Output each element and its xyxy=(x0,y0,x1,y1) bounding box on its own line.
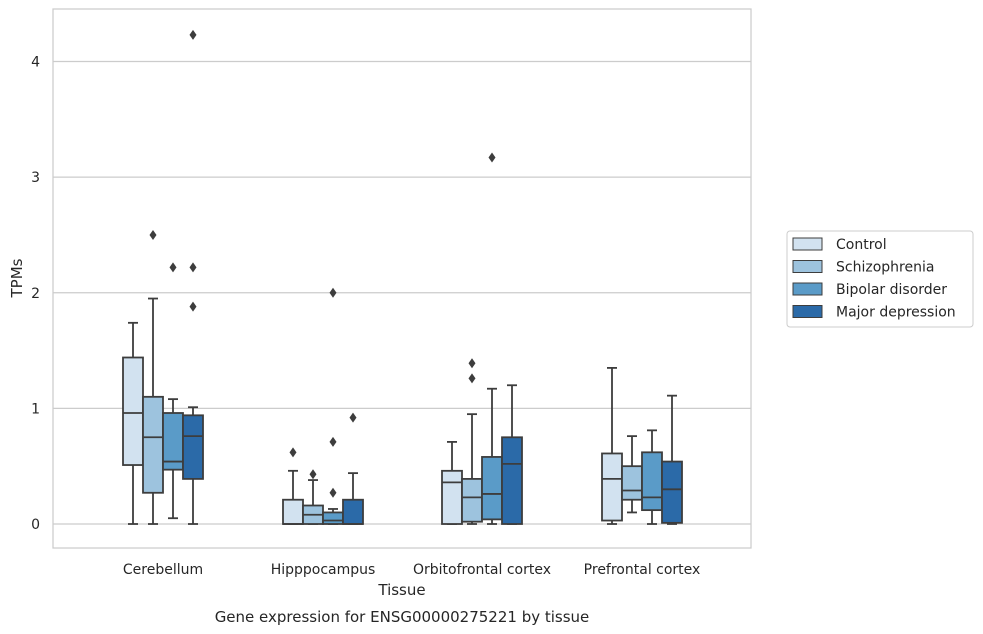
box-body xyxy=(441,469,463,525)
plot-frame xyxy=(52,8,752,549)
box-body xyxy=(501,436,523,525)
grid-lines xyxy=(53,60,751,525)
box-body xyxy=(621,465,643,501)
box xyxy=(661,394,683,525)
box xyxy=(641,429,663,525)
flier-point xyxy=(189,301,197,312)
flier-point xyxy=(329,287,337,298)
flier-point xyxy=(189,29,197,40)
box xyxy=(162,262,184,520)
flier-point xyxy=(149,229,157,240)
box xyxy=(122,321,144,525)
box-body xyxy=(122,356,144,466)
x-axis-ticks: Cerebellum Hipppocampus Orbitofrontal cort… xyxy=(123,562,700,578)
chart-caption: Gene expression for ENSG00000275221 by t… xyxy=(215,608,590,626)
series-bipolar-disorder xyxy=(162,152,663,525)
x-tick-label: Prefrontal cortex xyxy=(584,562,701,578)
legend-label: Bipolar disorder xyxy=(836,282,947,298)
flier-point xyxy=(468,358,476,369)
legend-label: Major depression xyxy=(836,305,956,321)
y-tick-label: 2 xyxy=(31,286,40,302)
box-body xyxy=(601,452,623,522)
box xyxy=(441,441,463,525)
box-body xyxy=(182,414,204,480)
x-tick-label: Cerebellum xyxy=(123,562,203,578)
flier-point xyxy=(289,447,297,458)
x-tick-label: Hipppocampus xyxy=(271,562,376,578)
box xyxy=(481,152,503,525)
box xyxy=(501,384,523,525)
y-axis-title: TPMs xyxy=(8,258,26,298)
box-groups xyxy=(122,29,683,525)
legend-label: Schizophrenia xyxy=(836,260,934,276)
legend-swatch xyxy=(792,282,823,296)
box xyxy=(621,435,643,514)
flier-point xyxy=(468,373,476,384)
y-tick-label: 1 xyxy=(31,401,40,417)
box-body xyxy=(142,395,164,494)
flier-point xyxy=(189,262,197,273)
box xyxy=(302,469,324,525)
y-tick-label: 0 xyxy=(31,517,40,533)
box-body xyxy=(282,498,304,525)
box-body xyxy=(661,460,683,524)
box-body xyxy=(322,511,344,525)
box-body xyxy=(342,498,364,525)
flier-point xyxy=(329,436,337,447)
flier-point xyxy=(309,469,317,480)
box-body xyxy=(641,451,663,512)
legend-frame xyxy=(786,230,974,328)
y-tick-label: 3 xyxy=(31,170,40,186)
flier-point xyxy=(349,412,357,423)
box xyxy=(342,412,364,525)
box xyxy=(461,358,483,525)
box-body xyxy=(481,456,503,521)
box xyxy=(282,447,304,525)
x-axis-title: Tissue xyxy=(377,581,425,599)
box xyxy=(601,367,623,525)
flier-point xyxy=(329,487,337,498)
box xyxy=(142,229,164,525)
legend-swatch xyxy=(792,237,823,251)
legend-label: Control xyxy=(836,237,887,253)
series-major-depression xyxy=(182,29,683,525)
x-tick-label: Orbitofrontal cortex xyxy=(413,562,551,578)
flier-point xyxy=(169,262,177,273)
box-body xyxy=(461,478,483,523)
box xyxy=(182,29,204,525)
legend-swatch xyxy=(792,260,823,273)
flier-point xyxy=(488,152,496,163)
y-axis-ticks: 0 1 2 3 4 xyxy=(31,55,40,534)
legend-swatch xyxy=(792,305,823,318)
box xyxy=(322,287,344,525)
y-tick-label: 4 xyxy=(31,55,40,71)
series-schizophrenia xyxy=(142,229,643,525)
legend: Control Schizophrenia Bipolar disorder Majo… xyxy=(786,230,974,328)
